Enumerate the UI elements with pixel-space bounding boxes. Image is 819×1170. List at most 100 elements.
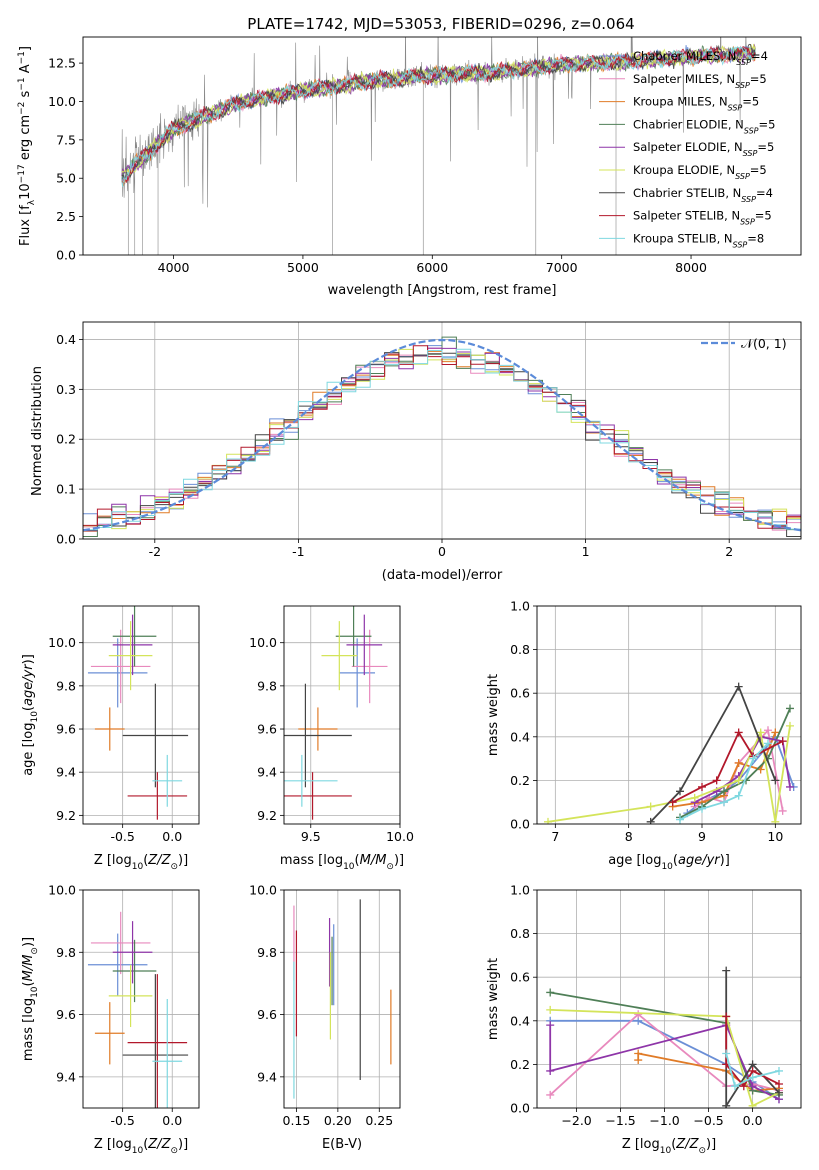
age_vs_mass-ytick-label: 9.4 — [257, 765, 277, 780]
mass_vs_Z-ylabel-part: ⊙ — [30, 947, 40, 955]
errorbar-point-kroupa_stelib — [152, 754, 183, 807]
weight_vs_age-xlabel: age [log10(age/yr)] — [608, 853, 730, 872]
weight_vs_Z-spines — [536, 889, 802, 1109]
spectrum-spines — [82, 36, 802, 256]
residuals-xtick-label: 0 — [438, 544, 446, 559]
age_vs_mass-ytick-label: 10.0 — [249, 635, 277, 650]
weight_vs_age-ytick-label: 0.6 — [510, 686, 530, 701]
legend-label-salpeter_elodie: Salpeter ELODIE, NSSP=5 — [633, 140, 774, 158]
legend-label-text: Chabrier MILES, N — [633, 49, 736, 63]
spectrum-ytick-label: 10.0 — [48, 94, 76, 109]
legend-label-tail: =8 — [747, 231, 764, 245]
age_vs_mass-xlabel-part: ⊙ — [386, 862, 394, 872]
spectrum-ylabel-part: Flux [f — [18, 205, 33, 246]
spectrum-ylabel-part: −17 — [17, 164, 27, 183]
weight_vs_age-ylabel: mass weight — [486, 674, 501, 756]
errorbar-point-kroupa_stelib — [152, 999, 183, 1108]
age_vs_Z-ylabel-part: 10 — [30, 711, 40, 723]
weight-marker-chabrier_stelib — [676, 787, 684, 796]
mass_vs_Z-ylabel-part: mass [log — [21, 998, 36, 1061]
weight-marker-salpeter_stelib — [778, 737, 787, 746]
weight_vs_age-frame: 7 8 9 10 0.0 0.2 0.4 0.6 0.8 1.0 mass weight age [l… — [486, 599, 802, 872]
weight_vs_Z-ytick-label: 0.0 — [510, 1101, 530, 1116]
weight-marker-salpeter_miles — [546, 1090, 555, 1099]
legend-label-tail: =4 — [756, 186, 773, 200]
age_vs_Z-spines — [82, 605, 200, 825]
errorbar-point-salpeter_stelib — [127, 974, 188, 1108]
mass_vs_Z-xtick-label: -0.5 — [110, 1113, 134, 1128]
errorbar-point-chabrier_miles — [87, 638, 148, 708]
legend-label-tail: =5 — [742, 95, 759, 109]
age_vs_Z-ylabel: age [log10(age/yr)] — [21, 654, 40, 776]
weight_vs_Z-xlabel-part: Z/Z — [675, 1137, 699, 1152]
weight-marker-salpeter_stelib — [712, 776, 721, 785]
spectrum-ytick-label: 2.5 — [56, 209, 76, 224]
spectrum-xlabel: wavelength [Angstrom, rest frame] — [328, 283, 557, 298]
errorbar-point-salpeter_miles — [90, 629, 151, 704]
residuals-xtick-label: -2 — [149, 544, 161, 559]
errorbar-point-kroupa_elodie — [108, 621, 153, 691]
age_vs_Z-xlabel-part: 10 — [132, 862, 144, 872]
mass_vs_Z-axes: -0.5 0.09.49.69.810.0Z [log10(Z/Z⊙)]mass … — [21, 883, 200, 1156]
legend-label-text: Kroupa ELODIE, N — [633, 163, 735, 177]
weight_vs_age-xlabel-part: 10 — [661, 862, 673, 872]
errorbar-point-chabrier_elodie — [112, 606, 157, 667]
weight-marker-kroupa_stelib — [749, 754, 758, 763]
age_vs_mass-axes: 9.5 10.0 9.2 9.4 9.6 9.8 10.0 mass [log10(M/M⊙)… — [249, 605, 414, 872]
weight-line-chabrier_stelib — [650, 684, 777, 823]
residuals-xtick-label: 1 — [582, 544, 590, 559]
weight-marker-salpeter_elodie — [786, 782, 794, 791]
weight-marker-salpeter_stelib — [698, 782, 706, 791]
age_vs_mass-frame: 9.5 10.0 9.2 9.4 9.6 9.8 10.0 mass [log10(M/M⊙)… — [249, 605, 414, 872]
weight_vs_age-ytick-label: 0.8 — [510, 642, 530, 657]
spectrum-ytick-label: 0.0 — [56, 248, 76, 263]
mass_vs_Z-ylabel-part: ( — [21, 981, 36, 986]
mass_vs_Z-xtick-label: 0.0 — [162, 1113, 182, 1128]
weight_vs_Z-xlabel-part: )] — [706, 1137, 716, 1152]
residuals-xlabel: (data-model)/error — [382, 568, 503, 583]
weight_vs_age-xtick-label: 7 — [551, 829, 559, 844]
legend-label-tail: =5 — [757, 140, 774, 154]
weight_vs_age-spines — [536, 605, 802, 825]
weight-marker-kroupa_miles — [734, 758, 743, 767]
age_vs_Z-ylabel-part: age/yr — [21, 663, 36, 706]
legend-label-tail: =5 — [750, 72, 767, 86]
mass_vs_Z-xlabel-part: 10 — [132, 1146, 144, 1156]
age_vs_Z-xlabel: Z [log10(Z/Z⊙)] — [94, 853, 188, 872]
legend-label-sub: SSP — [735, 80, 750, 89]
age_vs_mass-xlabel: mass [log10(M/M⊙)] — [280, 853, 404, 872]
weight_vs_Z-xlabel-part: Z [log — [622, 1137, 660, 1152]
legend-label-chabrier_stelib: Chabrier STELIB, NSSP=4 — [633, 186, 773, 204]
legend-label-kroupa_elodie: Kroupa ELODIE, NSSP=5 — [633, 163, 767, 181]
age_vs_Z-ytick-label: 9.2 — [56, 808, 76, 823]
figure-title: PLATE=1742, MJD=53053, FIBERID=0296, z=0… — [247, 15, 634, 33]
residuals-xtick-label: 2 — [725, 544, 733, 559]
legend-label-kroupa_miles: Kroupa MILES, NSSP=5 — [633, 95, 759, 113]
age_vs_mass-plot-area — [284, 606, 388, 820]
weight-marker-salpeter_stelib — [775, 1080, 783, 1089]
age_vs_Z-ytick-label: 9.4 — [56, 765, 76, 780]
weight-marker-kroupa_stelib — [698, 804, 706, 813]
residuals-axes: -2 -1 0 1 2 0.0 0.1 0.2 0.3 0.4 𝒩(0, 1) (data-model… — [30, 321, 802, 583]
weight-marker-kroupa_elodie — [748, 1101, 757, 1108]
spectrum-ylabel-part: −1 — [17, 77, 27, 90]
age_vs_Z-ylabel-part: ( — [21, 706, 36, 711]
age_vs_Z-xtick-label: 0.0 — [162, 829, 182, 844]
weight_vs_Z-axes: −2.0 −1.5 −1.0 −0.5 0.0 0.0 0.2 0.4 0.6 0.8 1.0 mas… — [486, 883, 802, 1156]
mass_vs_Z-xlabel-part: Z/Z — [147, 1137, 171, 1152]
weight-marker-chabrier_stelib — [734, 682, 743, 691]
errorbar-point-chabrier_stelib — [284, 683, 352, 788]
spectrum-xtick-label: 6000 — [416, 260, 448, 275]
weight_vs_age-xlabel-part: age/yr — [678, 853, 721, 868]
mass_vs_Z-plot-area — [87, 911, 189, 1108]
legend-label-text: Salpeter ELODIE, N — [633, 140, 743, 154]
legend-label-tail: =4 — [751, 49, 768, 63]
weight-marker-kroupa_miles — [771, 728, 780, 737]
weight-marker-salpeter_miles — [634, 1010, 643, 1019]
age_vs_Z-xlabel-part: Z [log — [94, 853, 132, 868]
mass_vs_Z-ylabel-part: 10 — [30, 986, 40, 998]
legend-label-text: Kroupa STELIB, N — [633, 231, 733, 245]
age_vs_Z-ylabel-part: )] — [21, 654, 36, 664]
weight-marker-chabrier_stelib — [722, 1101, 731, 1108]
spectrum-xtick-label: 8000 — [675, 260, 707, 275]
